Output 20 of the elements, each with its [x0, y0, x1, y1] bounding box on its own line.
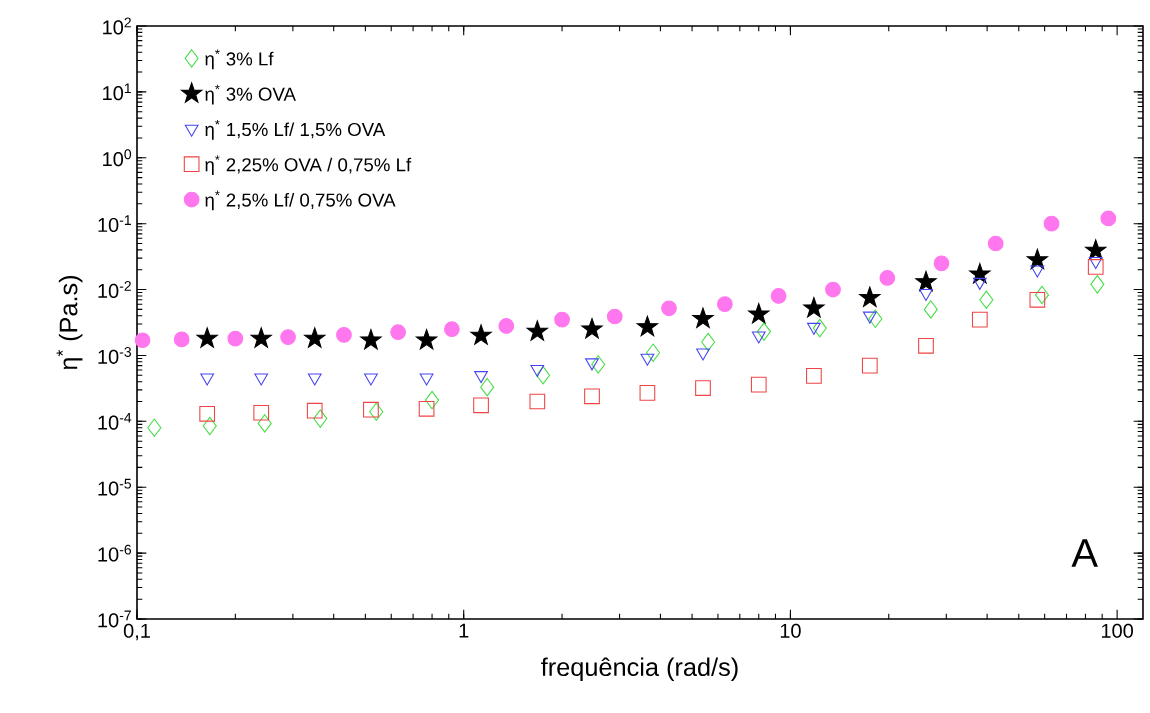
- legend-label: η$^{*}$ 2,5% Lf/ 0,75% OVA: [205, 190, 396, 211]
- y-tick-label: 10$^{-1}$: [98, 215, 131, 233]
- legend-label: η$^{*}$ 1,5% Lf/ 1,5% OVA: [205, 119, 386, 140]
- x-tick-label: 10: [780, 623, 801, 638]
- x-axis-title: frequência (rad/s): [541, 657, 738, 682]
- y-tick-label: 10$^{2}$: [103, 17, 131, 35]
- legend-label: η$^{*}$ 3% OVA: [205, 84, 296, 105]
- annotation: A: [1071, 539, 1098, 567]
- y-tick-label: 10$^{-6}$: [98, 544, 132, 562]
- y-axis-title: η$^{*}$ (Pa.s): [56, 275, 83, 370]
- x-tick-label: 1: [459, 623, 469, 638]
- y-tick-label: 10$^{-2}$: [98, 281, 131, 299]
- y-tick-label: 10$^{-4}$: [98, 412, 132, 430]
- y-tick-label: 10$^{0}$: [103, 149, 132, 167]
- x-tick-label: 100: [1101, 623, 1134, 638]
- legend-label: η$^{*}$ 2,25% OVA / 0,75% Lf: [205, 155, 412, 176]
- y-tick-label: 10$^{-5}$: [98, 478, 132, 496]
- y-tick-label: 10$^{1}$: [103, 83, 131, 101]
- y-tick-label: 10$^{-3}$: [98, 346, 132, 364]
- legend-label: η$^{*}$ 3% Lf: [205, 49, 274, 70]
